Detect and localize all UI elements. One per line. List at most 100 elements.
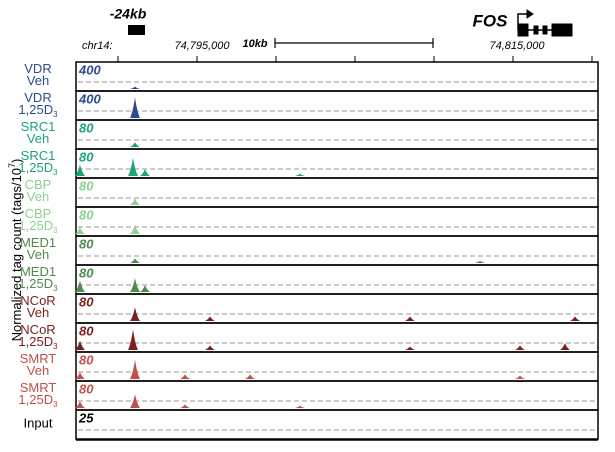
signal-peak [128, 329, 138, 350]
track-scale: 80 [79, 381, 94, 396]
track-label: MED1 1,25D3 [18, 264, 58, 293]
track-label: VDR 1,25D3 [18, 90, 58, 119]
track-label: NCoR 1,25D3 [18, 322, 58, 351]
signal-peak [130, 278, 140, 292]
track-scale: 80 [79, 352, 94, 367]
condition-sub: 3 [53, 168, 58, 177]
condition-sub: 3 [53, 400, 58, 409]
condition-label: 1,25D [18, 102, 53, 117]
signal-peak [180, 374, 190, 379]
signal-peak [130, 307, 140, 321]
signal-peak [75, 227, 85, 234]
track-label: CBP 1,25D3 [18, 206, 58, 235]
factor-label: SRC1 [21, 119, 56, 134]
track-frame [75, 264, 599, 295]
y-axis-label: Normalized tag count (tags/107) [7, 159, 24, 342]
factor-label: Input [24, 416, 53, 431]
track-scale: 80 [79, 294, 94, 309]
scale-bar [274, 38, 434, 48]
signal-peak [245, 374, 255, 379]
factor-label: CBP [25, 177, 52, 192]
gene-label: FOS [473, 11, 509, 30]
condition-label: 1,25D [18, 160, 53, 175]
chrom-label: chr14: [82, 40, 113, 52]
factor-label: NCoR [20, 293, 55, 308]
signal-peak [130, 97, 140, 118]
factor-label: VDR [24, 90, 51, 105]
track-frame [75, 119, 599, 150]
factor-label: NCoR [20, 322, 55, 337]
track-frame [75, 61, 599, 92]
signal-peak [515, 375, 525, 379]
condition-sub: 3 [53, 110, 58, 119]
condition-label: 1,25D [18, 276, 53, 291]
condition-sub: 3 [53, 342, 58, 351]
coord-label: 74,815,000 [489, 40, 545, 52]
signal-peak [75, 401, 85, 408]
track-label: Input [24, 416, 53, 431]
signal-peak [295, 405, 305, 408]
signal-peak [130, 394, 140, 408]
signal-peak [475, 260, 485, 263]
signal-peak [130, 258, 140, 263]
condition-sub: 3 [53, 284, 58, 293]
signal-peak [205, 316, 215, 321]
factor-label: MED1 [20, 264, 56, 279]
track-scale: 80 [79, 207, 94, 222]
factor-label: CBP [25, 206, 52, 221]
track-scale: 80 [79, 149, 94, 164]
factor-label: MED1 [20, 235, 56, 250]
signal-peak [560, 343, 570, 350]
factor-label: SRC1 [21, 148, 56, 163]
condition-label: Veh [27, 305, 49, 320]
track-label: MED1 Veh [20, 235, 56, 262]
condition-label: Veh [27, 247, 49, 262]
factor-label: SMRT [20, 380, 57, 395]
track-label: SRC1 Veh [21, 119, 56, 146]
track-frame [75, 177, 599, 208]
track-scale: 80 [79, 323, 94, 338]
track-label: NCoR Veh [20, 293, 55, 320]
track-scale: 80 [79, 236, 94, 251]
signal-peak [180, 404, 190, 408]
condition-label: Veh [27, 131, 49, 146]
signal-peak [295, 173, 305, 176]
track-scale: 400 [78, 91, 101, 106]
track-label: SRC1 1,25D3 [18, 148, 58, 177]
signal-peak [75, 340, 85, 350]
track-frame [75, 235, 599, 266]
factor-label: VDR [24, 61, 51, 76]
track-frame [75, 380, 599, 411]
track-label: SMRT 1,25D3 [18, 380, 58, 409]
track-label: SMRT Veh [20, 351, 57, 378]
track-scale: 80 [79, 120, 94, 135]
gene-model [517, 9, 573, 37]
track-frame [75, 90, 599, 121]
signal-peak [140, 169, 150, 176]
factor-label: SMRT [20, 351, 57, 366]
signal-peak [75, 372, 85, 379]
condition-label: Veh [27, 363, 49, 378]
signal-peak [75, 164, 85, 176]
signal-peak [130, 224, 140, 234]
signal-peak [75, 280, 85, 292]
enhancer-label: -24kb [110, 6, 147, 22]
scale-label: 10kb [242, 38, 267, 50]
condition-label: 1,25D [18, 334, 53, 349]
track-scale: 25 [78, 410, 94, 425]
track-scale: 80 [79, 265, 94, 280]
condition-label: Veh [27, 73, 49, 88]
signal-peak [405, 346, 415, 350]
track-frame [75, 293, 599, 324]
condition-sub: 3 [53, 226, 58, 235]
track-frame [75, 148, 599, 179]
signal-peak [405, 316, 415, 321]
condition-label: 1,25D [18, 218, 53, 233]
signal-peak [205, 345, 215, 350]
track-label: VDR Veh [24, 61, 51, 88]
signal-peak [130, 142, 140, 147]
signal-peak [130, 359, 140, 379]
signal-peak [130, 86, 140, 89]
